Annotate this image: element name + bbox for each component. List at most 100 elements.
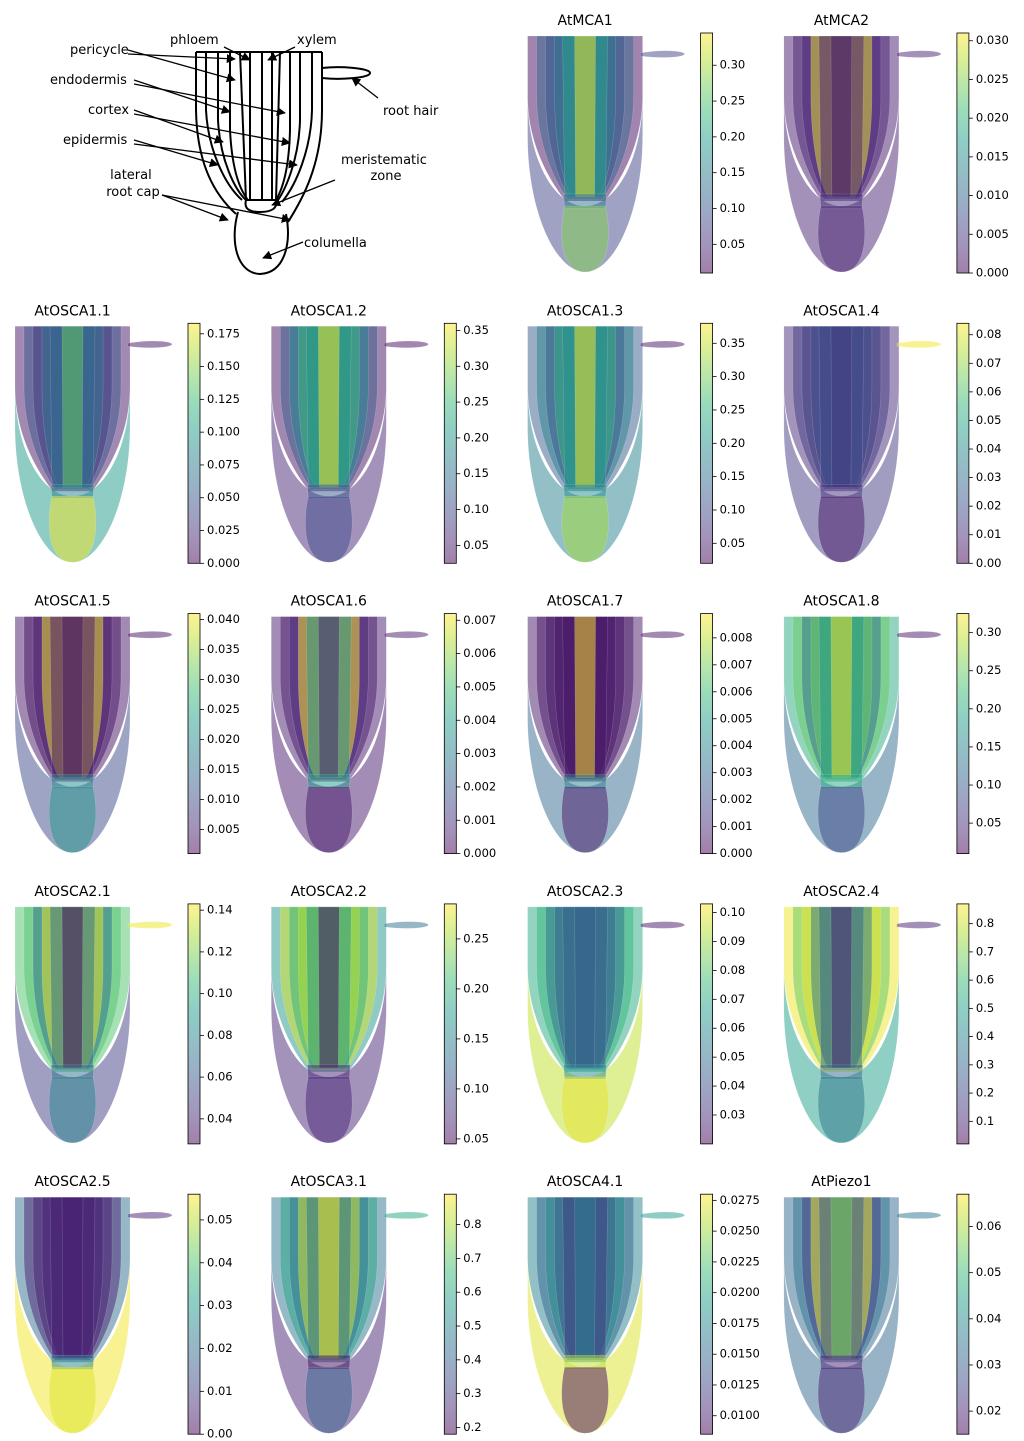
colorbar-tick-label: 0.005 (207, 822, 240, 836)
panel: AtOSCA2.50.000.010.020.030.040.05 (15, 1174, 233, 1441)
colorbar-tick-label: 0.04 (976, 442, 1002, 456)
tissue (641, 922, 685, 929)
colorbar-tick-label: 0.000 (720, 846, 753, 860)
colorbar-tick-label: 0.025 (207, 523, 240, 537)
label-endodermis: endodermis (50, 73, 127, 88)
colorbar-tick-label: 0.000 (463, 846, 496, 860)
colorbar-tick-label: 0.05 (207, 1212, 233, 1226)
root (271, 326, 428, 562)
colorbar-tick-label: 0.00 (976, 556, 1002, 570)
colorbar-tick-label: 0.30 (720, 58, 746, 72)
colorbar (444, 614, 456, 854)
colorbar-tick-label: 0.2 (976, 1086, 994, 1100)
colorbar-tick-label: 0.8 (976, 916, 994, 930)
tissue (818, 496, 865, 562)
colorbar-tick-label: 0.25 (720, 94, 746, 108)
colorbar-tick-label: 0.35 (463, 323, 489, 337)
tissue (318, 617, 339, 778)
tissue (62, 907, 83, 1068)
colorbar-tick-label: 0.04 (976, 1311, 1002, 1325)
tissue (641, 341, 685, 348)
colorbar-tick-label: 0.025 (207, 702, 240, 716)
panel-title: AtOSCA2.4 (803, 884, 879, 900)
panel: AtMCA10.050.100.150.200.250.30 (528, 13, 746, 273)
tissue (897, 631, 941, 638)
tissue (818, 787, 865, 853)
tissue (831, 907, 852, 1068)
colorbar-tick-label: 0.075 (207, 457, 240, 471)
colorbar-tick-label: 0.06 (207, 1070, 233, 1084)
panel-title: AtOSCA1.4 (803, 303, 879, 319)
tissue (318, 326, 339, 487)
tissue (575, 907, 596, 1068)
root (528, 1197, 685, 1433)
colorbar-tick-label: 0.20 (463, 981, 489, 995)
colorbar-tick-label: 0.015 (976, 149, 1009, 163)
colorbar-tick-label: 0.10 (976, 778, 1002, 792)
root (528, 36, 685, 272)
tissue (641, 51, 685, 58)
colorbar-tick-label: 0.20 (976, 701, 1002, 715)
colorbar-tick-label: 0.125 (207, 392, 240, 406)
colorbar-tick-label: 0.4 (976, 1029, 994, 1043)
root (528, 326, 685, 562)
colorbar-tick-label: 0.020 (976, 111, 1009, 125)
panel-title: AtOSCA2.2 (291, 884, 367, 900)
tissue (831, 326, 852, 487)
colorbar-tick-label: 0.005 (976, 227, 1009, 241)
colorbar-tick-label: 0.25 (976, 663, 1002, 677)
colorbar-tick-label: 0.0275 (720, 1193, 760, 1207)
tissue (818, 206, 865, 272)
tissue (305, 1077, 352, 1143)
label-line: zone (370, 169, 401, 184)
colorbar (957, 904, 969, 1144)
tissue (831, 1197, 852, 1358)
colorbar-tick-label: 0.150 (207, 359, 240, 373)
panel: AtOSCA1.10.0000.0250.0500.0750.1000.1250… (15, 303, 240, 570)
panel: AtOSCA1.80.050.100.150.200.250.30 (784, 594, 1002, 854)
root (784, 1197, 941, 1433)
colorbar-tick-label: 0.04 (207, 1255, 233, 1269)
colorbar-tick-label: 0.5 (976, 1001, 994, 1015)
colorbar-tick-label: 0.7 (463, 1251, 481, 1265)
colorbar (957, 323, 969, 563)
colorbar (957, 1194, 969, 1434)
tissue (62, 1197, 83, 1358)
colorbar-tick-label: 0.015 (207, 762, 240, 776)
colorbar-tick-label: 0.010 (207, 792, 240, 806)
tissue (562, 496, 609, 562)
tissue (897, 51, 941, 58)
label-lateral-root-cap: lateral root cap (106, 168, 160, 200)
colorbar-tick-label: 0.08 (720, 963, 746, 977)
colorbar-tick-label: 0.02 (207, 1341, 233, 1355)
tissue (562, 787, 609, 853)
colorbar-tick-label: 0.030 (976, 33, 1009, 47)
tissue (128, 631, 172, 638)
panel-title: AtPiezo1 (811, 1174, 871, 1190)
colorbar (701, 614, 713, 854)
colorbar-tick-label: 0.06 (976, 1219, 1002, 1233)
colorbar-tick-label: 0.0175 (720, 1316, 760, 1330)
colorbar-tick-label: 0.15 (720, 469, 746, 483)
colorbar-tick-label: 0.10 (207, 986, 233, 1000)
panel-title: AtMCA2 (814, 13, 869, 29)
tissue (897, 341, 941, 348)
tissue (384, 341, 428, 348)
colorbar-tick-label: 0.06 (976, 384, 1002, 398)
tissue (49, 1077, 96, 1143)
panel-title: AtOSCA3.1 (291, 1174, 367, 1190)
panel: AtOSCA2.10.040.060.080.100.120.14 (15, 884, 233, 1144)
colorbar-tick-label: 0.03 (976, 470, 1002, 484)
tissue (575, 36, 596, 197)
colorbar-tick-label: 0.003 (720, 765, 753, 779)
root (15, 907, 172, 1143)
panel-title: AtOSCA2.5 (34, 1174, 110, 1190)
colorbar-tick-label: 0.000 (207, 556, 240, 570)
colorbar-tick-label: 0.08 (207, 1028, 233, 1042)
tissue (128, 1212, 172, 1219)
colorbar-tick-label: 0.25 (463, 931, 489, 945)
colorbar-tick-label: 0.002 (720, 792, 753, 806)
colorbar-tick-label: 0.01 (976, 527, 1002, 541)
colorbar-tick-label: 0.05 (976, 816, 1002, 830)
colorbar-tick-label: 0.100 (207, 425, 240, 439)
